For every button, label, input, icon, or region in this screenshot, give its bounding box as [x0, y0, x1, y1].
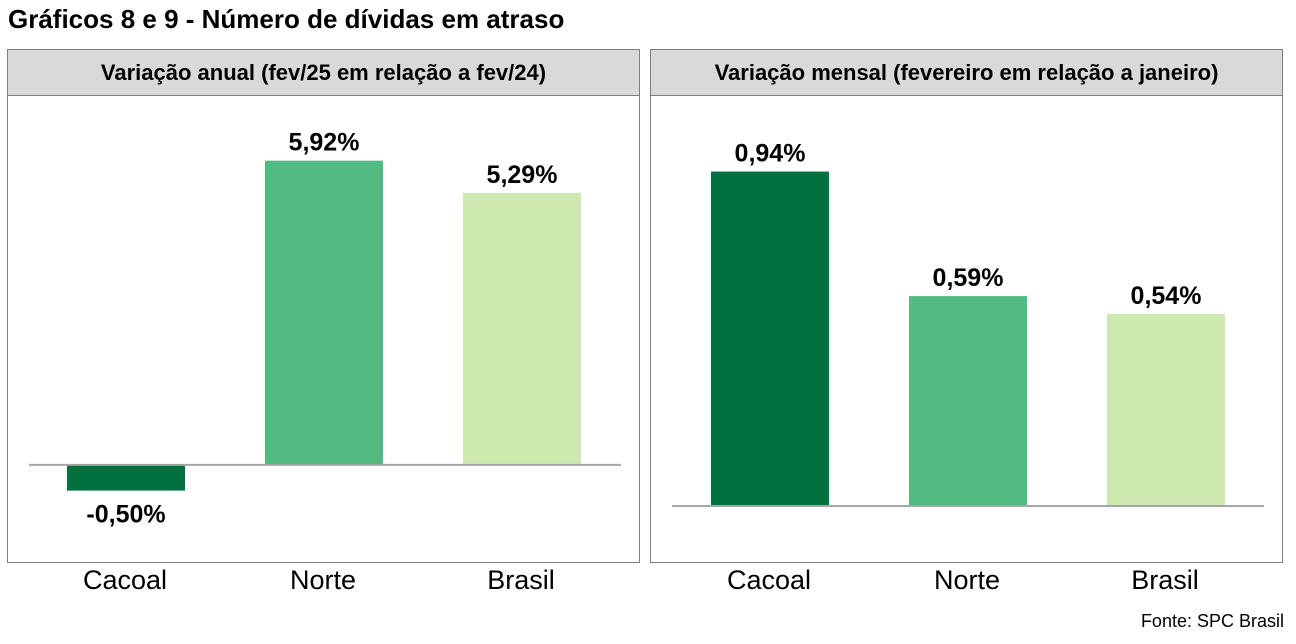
category-label: Brasil [1131, 565, 1199, 595]
bar-norte [265, 160, 383, 465]
category-label: Norte [933, 565, 1001, 595]
bar-brasil [463, 193, 581, 465]
data-label: 0,94% [735, 140, 806, 168]
data-label: 5,92% [289, 129, 360, 157]
data-label: 0,54% [1131, 282, 1202, 310]
category-label: Brasil [487, 565, 555, 595]
bar-brasil [1107, 313, 1225, 506]
data-label: -0,50% [86, 501, 165, 529]
annual-category-axis: Cacoal Norte Brasil [7, 565, 640, 605]
bar-cacoal [67, 464, 185, 491]
data-label: 5,29% [487, 161, 558, 189]
category-label: Cacoal [82, 565, 168, 595]
bar-norte [909, 296, 1027, 506]
bar-cacoal [711, 171, 829, 507]
category-label: Cacoal [726, 565, 812, 595]
page-title: Gráficos 8 e 9 - Número de dívidas em at… [8, 4, 565, 34]
chart-title: Variação anual (fev/25 em relação a fev/… [8, 50, 639, 96]
monthly-variation-chart: Variação mensal (fevereiro em relação a … [650, 49, 1283, 563]
data-label: 0,59% [933, 264, 1004, 292]
chart-title: Variação mensal (fevereiro em relação a … [651, 50, 1282, 96]
annual-variation-chart: Variação anual (fev/25 em relação a fev/… [7, 49, 640, 563]
monthly-variation-plot: 0,94% 0,59% 0,54% [672, 140, 1264, 507]
annual-variation-plot: -0,50% 5,92% 5,29% [29, 129, 621, 529]
monthly-category-axis: Cacoal Norte Brasil [650, 565, 1283, 605]
source-note: Fonte: SPC Brasil [1140, 611, 1284, 631]
category-label: Norte [289, 565, 357, 595]
